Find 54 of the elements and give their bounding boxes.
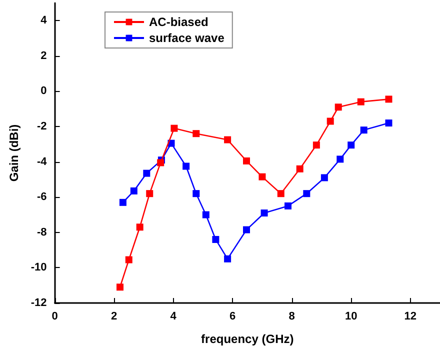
point <box>146 190 154 198</box>
legend-label: surface wave <box>149 31 225 45</box>
point <box>385 96 392 103</box>
x-axis-title: frequency (GHz) <box>201 332 294 346</box>
x-tick-label: 8 <box>288 310 295 322</box>
point <box>224 255 232 262</box>
point <box>182 162 190 170</box>
y-tick-label: -6 <box>37 191 47 204</box>
x-tick-label: 0 <box>52 310 58 322</box>
point <box>119 198 126 206</box>
x-tick-label: 10 <box>344 310 358 322</box>
point <box>170 124 178 132</box>
point <box>303 190 310 198</box>
y-tick-label: 4 <box>40 14 48 27</box>
point <box>296 165 304 172</box>
point <box>360 126 368 134</box>
point <box>277 190 284 198</box>
y-tick-label: -2 <box>37 120 47 133</box>
point <box>260 210 268 216</box>
point <box>348 142 355 149</box>
legend-label: AC-biased <box>149 15 208 29</box>
point <box>202 211 210 218</box>
point <box>334 104 342 111</box>
point <box>157 159 164 166</box>
point <box>224 136 232 144</box>
point <box>258 173 266 180</box>
x-tick-label: 12 <box>404 310 416 322</box>
y-tick-label: -12 <box>30 297 47 309</box>
point <box>385 120 392 126</box>
point <box>326 118 334 125</box>
point <box>357 98 364 106</box>
point <box>320 174 328 182</box>
point <box>192 130 200 138</box>
point <box>212 236 220 243</box>
x-tick-label: 6 <box>230 310 236 322</box>
y-tick-label: 0 <box>40 85 47 98</box>
point <box>243 157 250 164</box>
point <box>125 256 132 264</box>
point <box>116 284 124 291</box>
point <box>243 226 250 234</box>
y-tick-label: -10 <box>30 262 47 274</box>
point <box>136 224 144 231</box>
point <box>130 187 138 194</box>
point <box>192 190 200 198</box>
y-tick-label: 2 <box>40 50 47 62</box>
x-tick-label: 2 <box>111 310 118 322</box>
point <box>143 170 150 177</box>
point <box>284 202 292 210</box>
y-tick-label: -8 <box>37 226 47 238</box>
point <box>336 156 344 163</box>
y-axis-title: Gain (dBi) <box>7 124 21 182</box>
y-tick-label: -4 <box>37 156 48 168</box>
x-tick-label: 4 <box>170 310 178 322</box>
point <box>312 142 320 149</box>
